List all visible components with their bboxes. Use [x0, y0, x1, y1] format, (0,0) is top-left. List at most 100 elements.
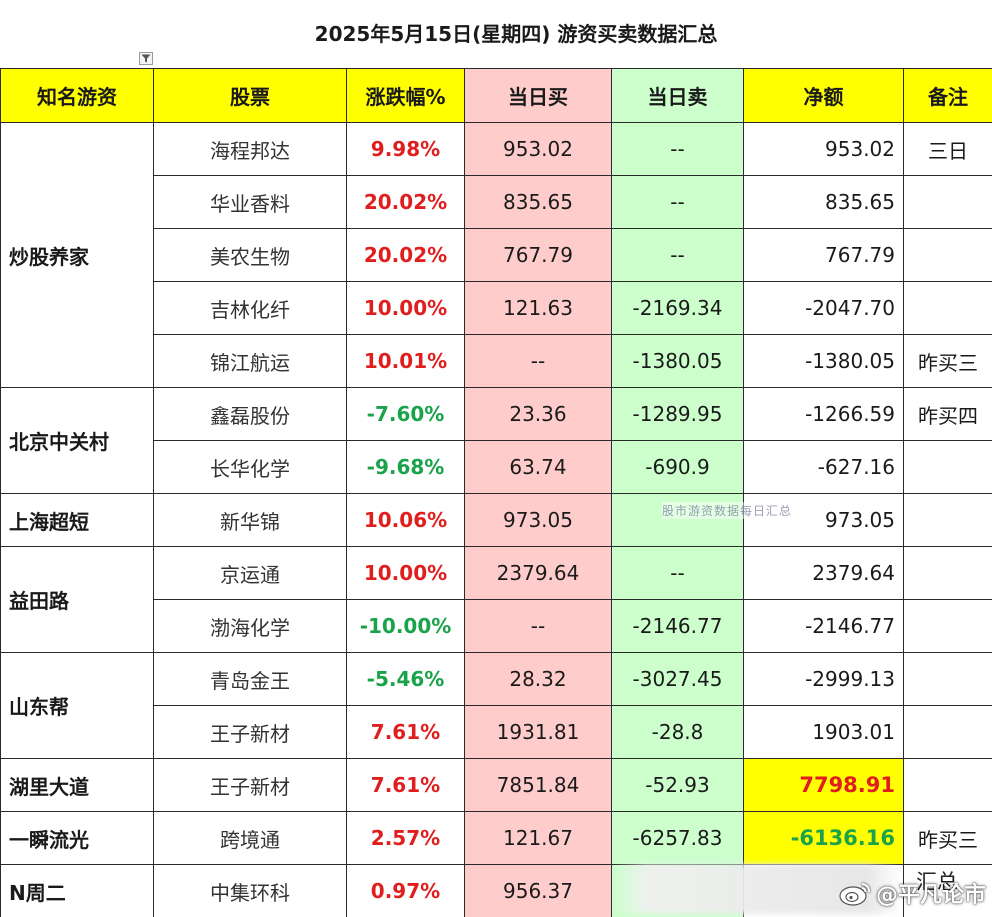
note-cell[interactable] [903, 175, 992, 229]
change-percent-cell[interactable]: 7.61% [346, 758, 465, 812]
sell-amount-cell[interactable]: -- [611, 122, 744, 176]
net-amount-cell[interactable]: 1903.01 [743, 705, 904, 759]
stock-name-cell[interactable]: 京运通 [153, 546, 347, 600]
net-amount-cell[interactable]: 2379.64 [743, 546, 904, 600]
buy-amount-cell[interactable]: 2379.64 [464, 546, 612, 600]
net-amount-cell[interactable]: -1266.59 [743, 387, 904, 441]
buy-amount-cell[interactable]: 973.05 [464, 493, 612, 547]
buy-amount-cell[interactable]: 121.63 [464, 281, 612, 335]
note-cell[interactable] [903, 546, 992, 600]
sell-amount-cell[interactable]: -3027.45 [611, 652, 744, 706]
sell-amount-cell[interactable]: -1380.05 [611, 334, 744, 388]
sell-amount-cell[interactable]: -690.9 [611, 440, 744, 494]
stock-name-cell[interactable]: 华业香料 [153, 175, 347, 229]
sell-amount-cell[interactable]: -- [611, 175, 744, 229]
change-percent-cell[interactable]: 10.00% [346, 546, 465, 600]
sell-amount-cell[interactable]: -- [611, 228, 744, 282]
buy-amount-cell[interactable]: 767.79 [464, 228, 612, 282]
stock-name-cell[interactable]: 中集环科 [153, 864, 347, 917]
trader-name-cell[interactable]: 上海超短 [0, 493, 154, 547]
buy-amount-cell[interactable]: 121.67 [464, 811, 612, 865]
change-percent-cell[interactable]: -7.60% [346, 387, 465, 441]
sell-amount-cell[interactable]: -- [611, 546, 744, 600]
note-cell[interactable] [903, 758, 992, 812]
buy-amount-cell[interactable]: 63.74 [464, 440, 612, 494]
change-percent-cell[interactable]: 10.01% [346, 334, 465, 388]
sell-amount-cell[interactable]: -2169.34 [611, 281, 744, 335]
net-amount-cell[interactable]: 953.02 [743, 122, 904, 176]
note-cell[interactable]: 昨买三 [903, 811, 992, 865]
buy-amount-cell[interactable]: 835.65 [464, 175, 612, 229]
buy-amount-cell[interactable]: 23.36 [464, 387, 612, 441]
stock-name-cell[interactable]: 渤海化学 [153, 599, 347, 653]
trader-name-cell[interactable]: 益田路 [0, 546, 154, 653]
change-percent-cell[interactable]: 20.02% [346, 228, 465, 282]
change-percent-cell[interactable]: -10.00% [346, 599, 465, 653]
trader-name-cell[interactable]: 炒股养家 [0, 122, 154, 388]
stock-name-cell[interactable]: 美农生物 [153, 228, 347, 282]
note-cell[interactable]: 昨买三 [903, 334, 992, 388]
trader-name-cell[interactable]: N周二 [0, 864, 154, 917]
buy-amount-cell[interactable]: 1931.81 [464, 705, 612, 759]
sell-amount-cell[interactable]: -28.8 [611, 705, 744, 759]
net-amount-cell[interactable]: -627.16 [743, 440, 904, 494]
note-cell[interactable] [903, 705, 992, 759]
change-percent-cell[interactable]: -5.46% [346, 652, 465, 706]
sell-amount-cell[interactable]: -52.93 [611, 758, 744, 812]
trader-name-cell[interactable]: 山东帮 [0, 652, 154, 759]
net-amount-cell[interactable]: -6136.16 [743, 811, 904, 865]
note-cell[interactable] [903, 281, 992, 335]
trader-name-cell[interactable]: 北京中关村 [0, 387, 154, 494]
stock-name-cell[interactable]: 鑫磊股份 [153, 387, 347, 441]
trader-name-cell[interactable]: 湖里大道 [0, 758, 154, 812]
net-amount-cell[interactable]: 7798.91 [743, 758, 904, 812]
note-cell[interactable] [903, 228, 992, 282]
header-net: 净额 [743, 68, 904, 123]
sheet-title: 2025年5月15日(星期四) 游资买卖数据汇总 [314, 21, 718, 46]
stock-name-cell[interactable]: 锦江航运 [153, 334, 347, 388]
buy-amount-cell[interactable]: 953.02 [464, 122, 612, 176]
change-percent-cell[interactable]: 20.02% [346, 175, 465, 229]
note-cell[interactable]: 三日 [903, 122, 992, 176]
stock-name-cell[interactable]: 跨境通 [153, 811, 347, 865]
table-row: 王子新材 7.61% 1931.81 -28.8 1903.01 [1, 705, 992, 759]
note-cell[interactable] [903, 599, 992, 653]
buy-amount-cell[interactable]: -- [464, 599, 612, 653]
net-amount-cell[interactable]: 767.79 [743, 228, 904, 282]
sell-amount-cell[interactable]: -1289.95 [611, 387, 744, 441]
buy-amount-cell[interactable]: 7851.84 [464, 758, 612, 812]
net-amount-cell[interactable]: -2999.13 [743, 652, 904, 706]
note-cell[interactable]: 昨买四 [903, 387, 992, 441]
net-amount-cell[interactable]: -2146.77 [743, 599, 904, 653]
note-cell[interactable] [903, 493, 992, 547]
stock-name-cell[interactable]: 吉林化纤 [153, 281, 347, 335]
note-cell[interactable] [903, 652, 992, 706]
change-percent-cell[interactable]: 10.06% [346, 493, 465, 547]
net-amount-cell[interactable]: -2047.70 [743, 281, 904, 335]
sell-amount-cell[interactable] [611, 493, 744, 547]
buy-amount-cell[interactable]: -- [464, 334, 612, 388]
change-percent-cell[interactable]: 0.97% [346, 864, 465, 917]
net-amount-cell[interactable]: 835.65 [743, 175, 904, 229]
stock-name-cell[interactable]: 海程邦达 [153, 122, 347, 176]
change-percent-cell[interactable]: 7.61% [346, 705, 465, 759]
stock-name-cell[interactable]: 王子新材 [153, 758, 347, 812]
stock-name-cell[interactable]: 青岛金王 [153, 652, 347, 706]
net-amount-cell[interactable]: -1380.05 [743, 334, 904, 388]
trader-name-cell[interactable]: 一瞬流光 [0, 811, 154, 865]
net-amount-cell[interactable]: 973.05 [743, 493, 904, 547]
title-row: 2025年5月15日(星期四) 游资买卖数据汇总 [0, 0, 992, 68]
filter-dropdown-icon[interactable] [139, 52, 153, 65]
stock-name-cell[interactable]: 长华化学 [153, 440, 347, 494]
buy-amount-cell[interactable]: 956.37 [464, 864, 612, 917]
note-cell[interactable] [903, 440, 992, 494]
change-percent-cell[interactable]: 10.00% [346, 281, 465, 335]
sell-amount-cell[interactable]: -6257.83 [611, 811, 744, 865]
stock-name-cell[interactable]: 王子新材 [153, 705, 347, 759]
stock-name-cell[interactable]: 新华锦 [153, 493, 347, 547]
buy-amount-cell[interactable]: 28.32 [464, 652, 612, 706]
change-percent-cell[interactable]: -9.68% [346, 440, 465, 494]
change-percent-cell[interactable]: 9.98% [346, 122, 465, 176]
change-percent-cell[interactable]: 2.57% [346, 811, 465, 865]
sell-amount-cell[interactable]: -2146.77 [611, 599, 744, 653]
